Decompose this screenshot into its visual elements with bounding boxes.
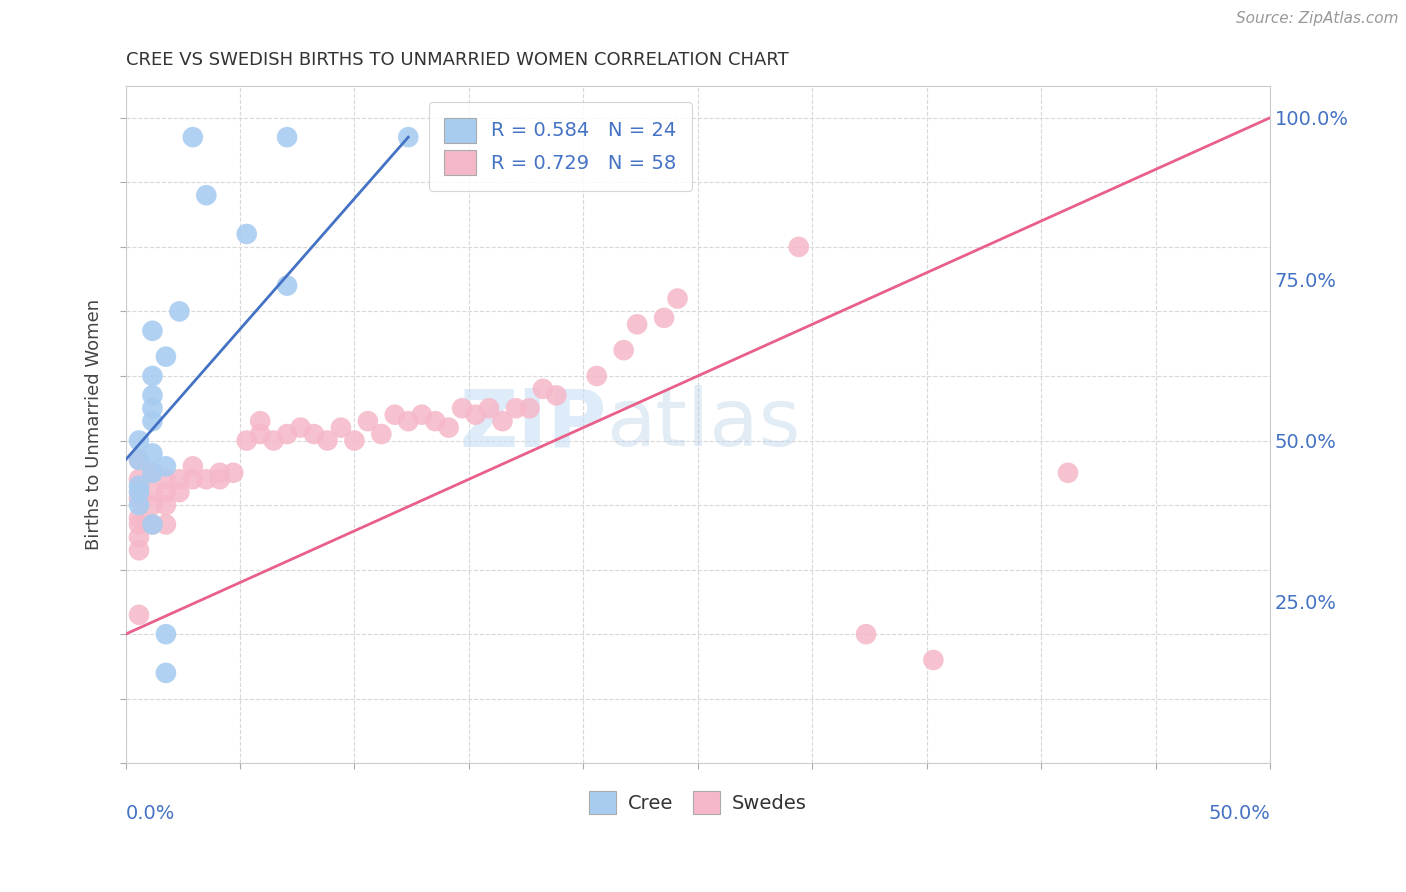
Point: [128, 517, 150, 532]
Point: [276, 130, 298, 145]
Point: [141, 446, 163, 460]
Point: [141, 466, 163, 480]
Point: [128, 530, 150, 544]
Point: [491, 414, 513, 428]
Point: [155, 485, 177, 500]
Point: [585, 369, 607, 384]
Point: [128, 543, 150, 558]
Point: [169, 304, 191, 318]
Point: [302, 427, 325, 442]
Point: [451, 401, 474, 416]
Point: [370, 427, 392, 442]
Point: [128, 491, 150, 506]
Point: [141, 401, 163, 416]
Point: [128, 485, 150, 500]
Point: [141, 466, 163, 480]
Point: [1057, 466, 1080, 480]
Point: [181, 472, 204, 486]
Text: CREE VS SWEDISH BIRTHS TO UNMARRIED WOMEN CORRELATION CHART: CREE VS SWEDISH BIRTHS TO UNMARRIED WOME…: [125, 51, 789, 69]
Point: [787, 240, 810, 254]
Point: [155, 459, 177, 474]
Point: [464, 408, 486, 422]
Point: [235, 227, 257, 241]
Point: [249, 414, 271, 428]
Point: [141, 517, 163, 532]
Point: [613, 343, 636, 358]
Point: [425, 414, 447, 428]
Point: [396, 130, 419, 145]
Point: [208, 466, 231, 480]
Text: 0.0%: 0.0%: [125, 804, 174, 823]
Point: [181, 130, 204, 145]
Point: [128, 472, 150, 486]
Text: 50.0%: 50.0%: [1208, 804, 1270, 823]
Point: [141, 517, 163, 532]
Point: [505, 401, 527, 416]
Point: [155, 498, 177, 512]
Point: [855, 627, 877, 641]
Text: atlas: atlas: [606, 385, 800, 463]
Point: [519, 401, 541, 416]
Point: [208, 472, 231, 486]
Point: [531, 382, 554, 396]
Point: [128, 607, 150, 622]
Point: [222, 466, 245, 480]
Point: [357, 414, 380, 428]
Point: [316, 434, 339, 448]
Point: [141, 388, 163, 402]
Point: [128, 434, 150, 448]
Text: Source: ZipAtlas.com: Source: ZipAtlas.com: [1236, 11, 1399, 26]
Point: [155, 472, 177, 486]
Point: [128, 479, 150, 493]
Point: [384, 408, 406, 422]
Y-axis label: Births to Unmarried Women: Births to Unmarried Women: [86, 299, 103, 550]
Point: [276, 427, 298, 442]
Point: [922, 653, 945, 667]
Point: [396, 414, 419, 428]
Point: [155, 517, 177, 532]
Point: [329, 420, 352, 434]
Point: [169, 472, 191, 486]
Point: [478, 401, 501, 416]
Text: ZIP: ZIP: [458, 385, 606, 463]
Point: [141, 498, 163, 512]
Point: [141, 324, 163, 338]
Point: [437, 420, 460, 434]
Point: [249, 427, 271, 442]
Point: [195, 188, 218, 202]
Point: [169, 485, 191, 500]
Point: [411, 408, 433, 422]
Legend: Cree, Swedes: Cree, Swedes: [581, 783, 814, 822]
Point: [181, 459, 204, 474]
Point: [128, 453, 150, 467]
Point: [546, 388, 568, 402]
Point: [128, 453, 150, 467]
Point: [652, 310, 675, 325]
Point: [155, 627, 177, 641]
Point: [141, 414, 163, 428]
Point: [263, 434, 285, 448]
Point: [195, 472, 218, 486]
Point: [666, 292, 689, 306]
Point: [155, 665, 177, 680]
Point: [276, 278, 298, 293]
Point: [235, 434, 257, 448]
Point: [626, 318, 648, 332]
Point: [290, 420, 312, 434]
Point: [128, 511, 150, 525]
Point: [343, 434, 366, 448]
Point: [128, 498, 150, 512]
Point: [141, 369, 163, 384]
Point: [155, 350, 177, 364]
Point: [141, 485, 163, 500]
